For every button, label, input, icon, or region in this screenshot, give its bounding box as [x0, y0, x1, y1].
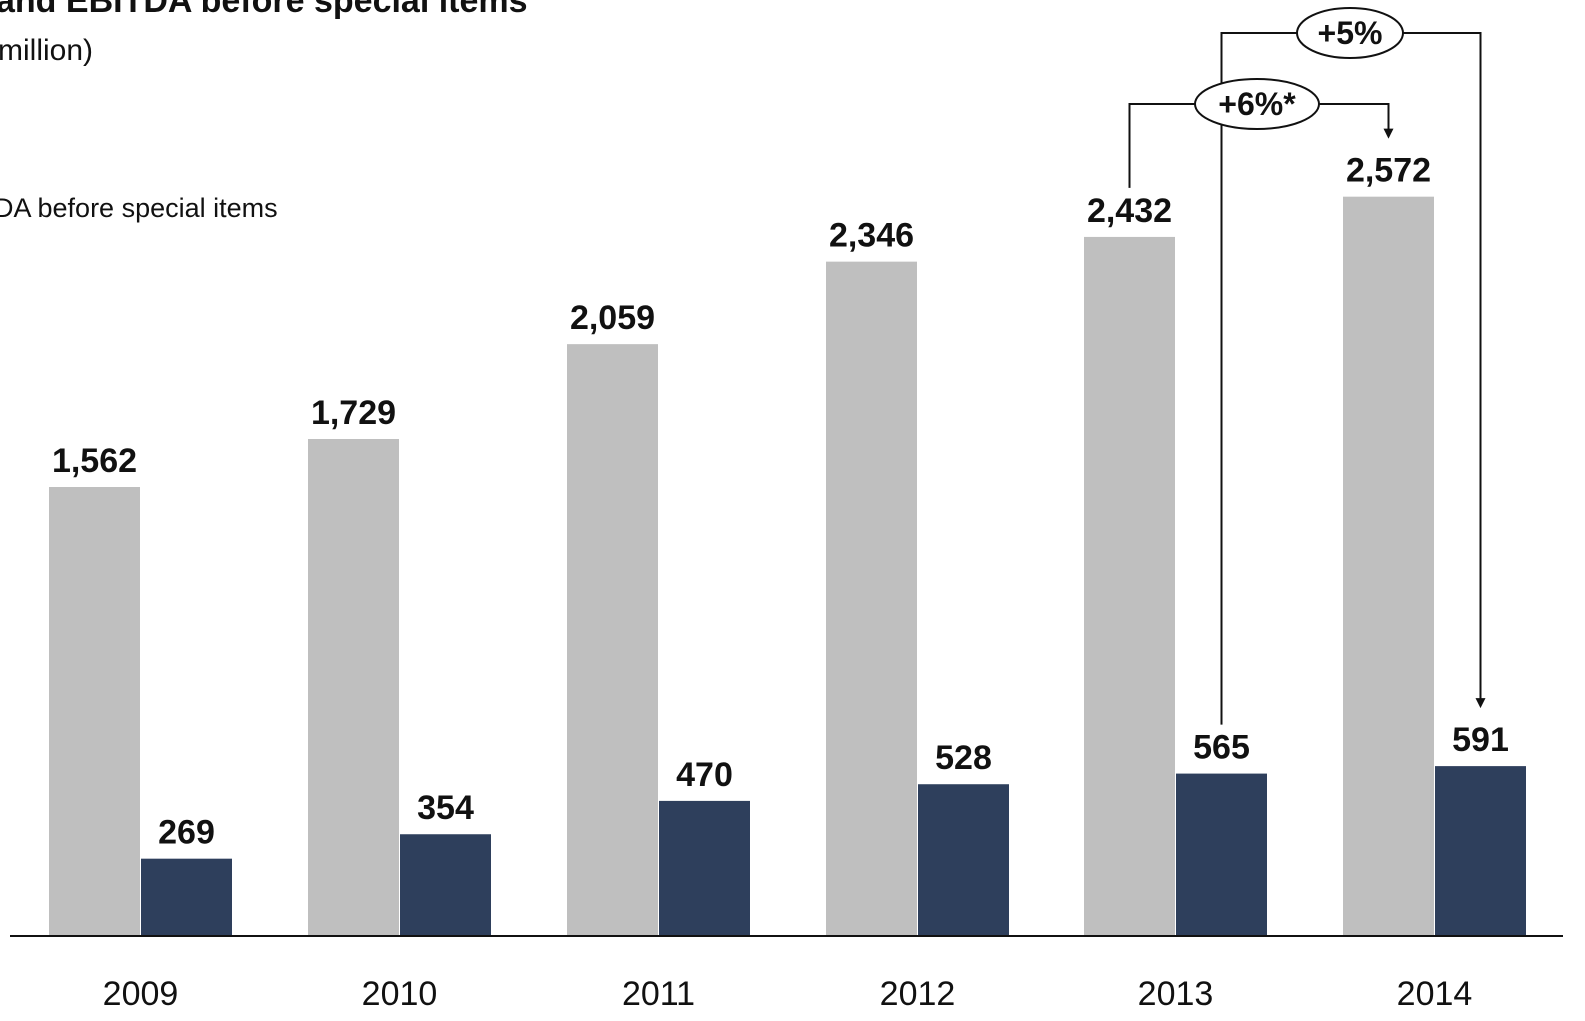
bars-layer: [49, 196, 1526, 937]
value-label-2014-series-1: 2,572: [1346, 152, 1431, 190]
growth-connector-left-1: [1128, 103, 1195, 188]
value-label-2013-series-1: 2,432: [1087, 192, 1172, 230]
growth-arrow-2: [1403, 32, 1486, 709]
x-tick-label-2010: 2010: [362, 975, 438, 1013]
value-label-2011-series-2: 470: [676, 756, 733, 794]
x-tick-labels-layer: 2009 2010 2011 2012 2013 2014: [103, 975, 1473, 1013]
x-tick-label-2012: 2012: [880, 975, 956, 1013]
bar-2009-series-1: [49, 487, 140, 936]
value-label-2009-series-1: 1,562: [52, 442, 137, 480]
value-label-2013-series-2: 565: [1193, 729, 1250, 767]
growth-label-1: +6%*: [1218, 86, 1296, 122]
bar-2013-series-2: [1176, 773, 1267, 936]
bar-2014-series-2: [1435, 766, 1526, 936]
bar-2011-series-2: [659, 800, 750, 936]
x-tick-label-2014: 2014: [1397, 975, 1473, 1013]
value-label-2014-series-2: 591: [1452, 721, 1509, 759]
bar-2014-series-1: [1343, 196, 1434, 937]
bar-2010-series-2: [400, 834, 491, 936]
bar-2012-series-2: [918, 784, 1009, 936]
bar-2013-series-1: [1084, 236, 1175, 937]
bar-2011-series-1: [567, 344, 658, 936]
value-label-2012-series-1: 2,346: [829, 217, 914, 255]
growth-annotations-layer: +6%* +5%: [1128, 7, 1486, 725]
growth-arrow-1: [1319, 103, 1394, 139]
legend-label-series-1: DA before special items: [0, 193, 278, 223]
value-label-2010-series-2: 354: [417, 789, 474, 827]
value-label-2009-series-2: 269: [158, 814, 215, 852]
x-tick-label-2009: 2009: [103, 975, 179, 1013]
bar-2009-series-2: [141, 858, 232, 936]
value-label-2012-series-2: 528: [935, 739, 992, 777]
bar-2010-series-1: [308, 438, 399, 936]
value-labels-layer: 1,562 269 1,729 354 2,059 470 2,346 528 2,432 565…: [52, 152, 1509, 852]
chart-subtitle: million): [0, 34, 94, 67]
x-tick-label-2013: 2013: [1138, 975, 1214, 1013]
growth-connector-left-2: [1220, 32, 1297, 725]
bar-2012-series-1: [826, 261, 917, 936]
growth-badge-1: [1194, 78, 1320, 130]
value-label-2010-series-1: 1,729: [311, 394, 396, 432]
chart-title: and EBITDA before special items: [0, 0, 528, 20]
growth-label-2: +5%: [1318, 15, 1383, 51]
growth-badge-2: [1296, 7, 1404, 59]
x-tick-label-2011: 2011: [622, 975, 695, 1013]
value-label-2011-series-1: 2,059: [570, 299, 655, 337]
